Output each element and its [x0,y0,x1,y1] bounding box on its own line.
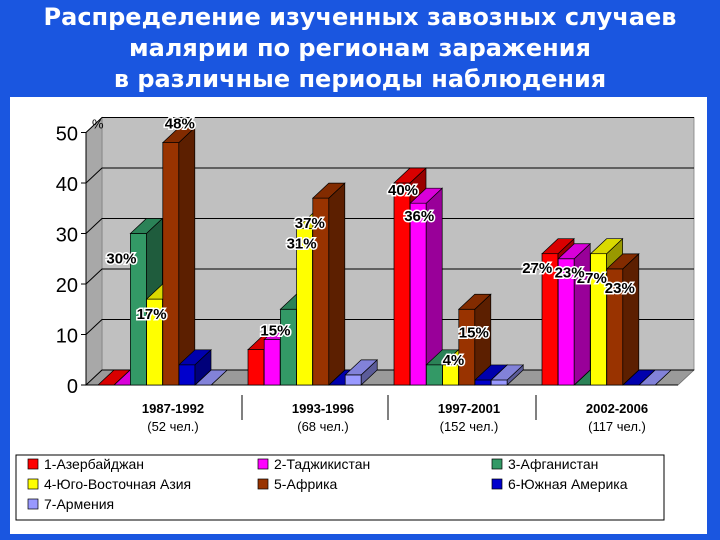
x-category-note: (68 чел.) [297,419,349,434]
bar-top [194,369,229,386]
bar-side [622,253,640,386]
bar-front [263,339,281,386]
gridline [85,218,694,234]
bar-top [161,127,196,143]
x-category-label: 1997-2001 [438,401,500,416]
legend-label: 2-Таджикистан [274,456,370,472]
y-axis-label: % [92,117,104,132]
bar-front [426,364,443,386]
bar-front [474,379,492,386]
y-tick-label: 10 [56,326,78,348]
x-category-note: (117 чел.) [588,419,646,434]
chart-title: Распределение изученных завозных случаев… [0,2,720,95]
bar-top [344,359,379,376]
y-tick-label: 40 [56,174,78,196]
bar-top [457,293,492,310]
data-label: 36% [404,208,434,225]
chart-title-line-1: Распределение изученных завозных случаев [43,3,677,31]
bar-top [638,369,673,386]
bar-top [409,187,444,204]
bar-side [328,182,346,386]
legend-label: 3-Афганистан [508,456,598,472]
data-label: 4% [443,352,465,369]
x-category-label: 1987-1992 [142,401,204,416]
bar-top [557,243,592,260]
x-category-label: 1993-1996 [292,401,354,416]
legend-swatch [27,478,39,490]
chart-panel: 0 10 20 30 40 50% 1987-1992 (52 чел.) 1993-1996 (… [10,97,707,534]
y-tick-label: 20 [56,275,78,297]
legend-box [15,454,665,521]
x-category-label: 2002-2006 [586,401,648,416]
data-label: 30% [106,251,136,268]
data-label: 23% [555,265,585,282]
bar-front [247,349,265,386]
y-tick-label: 0 [67,376,78,398]
gridline [85,319,694,335]
bar-top [589,238,624,255]
bar-front [409,202,427,386]
data-label: 17% [137,306,167,323]
legend-label: 5-Африка [274,476,338,492]
bar-top [490,364,525,381]
x-category-note: (52 чел.) [147,419,199,434]
x-category-note: (152 чел.) [440,419,499,434]
data-label: 27% [522,260,552,277]
gridline [85,167,694,184]
bar-front [280,308,297,386]
data-label: 27% [577,270,607,287]
bar-front [178,364,196,386]
bar-front [458,308,476,386]
data-label: 40% [388,182,418,199]
bar-top [311,182,346,199]
data-label: 31% [287,235,317,252]
bar-front [162,142,180,386]
y-tick-label: 50 [56,124,78,146]
bar-top [393,167,427,184]
bar-side [178,126,196,386]
legend-label: 7-Армения [44,496,114,512]
gridline [85,117,694,133]
bar-top [129,218,164,234]
bar-top [541,238,575,255]
bar-top [605,253,640,270]
data-label: 48% [165,116,195,133]
data-label: 15% [459,324,489,341]
gridline [85,268,694,285]
bar-front [344,374,362,386]
legend-swatch [257,478,269,490]
legend-swatch [257,458,269,470]
plot-side-wall [85,116,103,386]
bar-front [490,379,508,386]
data-label: 23% [605,280,635,297]
legend-label: 4-Юго-Восточная Азия [44,476,191,492]
legend-swatch [27,498,39,510]
chart-title-line-2: малярии по регионам заражения [129,34,591,62]
data-label: 37% [295,215,325,232]
legend-swatch [27,458,39,470]
legend-label: 6-Южная Америка [508,476,628,492]
legend-swatch [491,458,503,470]
legend-swatch [491,478,503,490]
data-label: 15% [260,322,290,339]
bar-chart: 0 10 20 30 40 50 % 1987-1992 (52 чел.) 1993-1996 (… [15,114,696,521]
chart-title-line-3: в различные периоды наблюдения [113,65,607,93]
legend-label: 1-Азербайджан [44,456,144,472]
y-tick-label: 30 [56,225,78,247]
bar-top [178,349,212,366]
